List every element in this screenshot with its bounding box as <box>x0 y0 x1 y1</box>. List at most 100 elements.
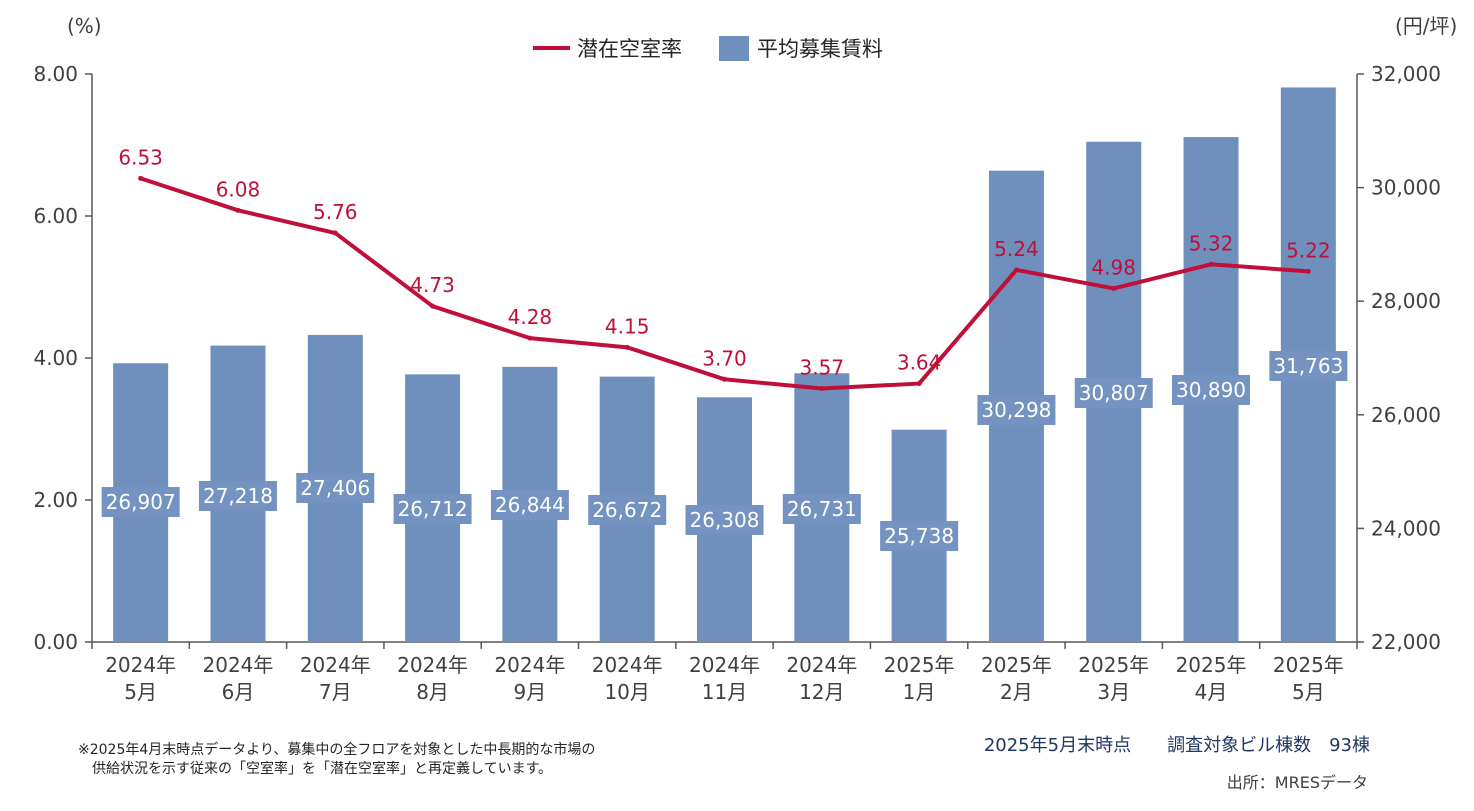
category-label: 2024年 12月 <box>786 653 857 704</box>
vacancy-label: 6.53 <box>118 145 163 169</box>
vacancy-label: 4.73 <box>410 273 455 297</box>
vacancy-label: 6.08 <box>216 177 261 201</box>
rent-label: 26,672 <box>592 498 662 522</box>
rent-label: 26,907 <box>106 490 176 514</box>
category-label-line: 1月 <box>903 680 936 704</box>
vacancy-point <box>1305 268 1311 274</box>
legend-bar-swatch <box>719 36 749 61</box>
vacancy-label: 3.70 <box>702 346 747 370</box>
category-label-line: 12月 <box>799 680 844 704</box>
category-label-line: 4月 <box>1195 680 1228 704</box>
rent-label: 26,731 <box>787 497 857 521</box>
category-label-line: 5月 <box>1292 680 1325 704</box>
left-axis-unit: (%) <box>67 14 102 38</box>
right-axis-unit: (円/坪) <box>1395 14 1457 38</box>
vacancy-label: 5.24 <box>994 237 1039 261</box>
rent-label-box <box>393 494 472 524</box>
category-label: 2025年 4月 <box>1176 653 1247 704</box>
category-label-line: 2024年 <box>592 653 663 677</box>
category-label-line: 2025年 <box>1273 653 1344 677</box>
category-label: 2024年 8月 <box>397 653 468 704</box>
rent-label: 30,298 <box>981 398 1051 422</box>
rent-label-box <box>782 494 861 524</box>
vacancy-point <box>916 381 922 387</box>
category-label-line: 5月 <box>124 680 157 704</box>
axes: 0.00 2.00 4.00 6.00 8.00 22,000 24,000 26,000 28… <box>33 14 1457 654</box>
footnote: ※2025年4月末時点データより、募集中の全フロアを対象とした中長期的な市場の … <box>78 742 596 777</box>
rent-label: 27,218 <box>203 484 273 508</box>
vacancy-label: 5.22 <box>1286 238 1331 262</box>
rent-label: 30,890 <box>1176 378 1246 402</box>
left-tick-label: 2.00 <box>33 488 78 512</box>
category-label-line: 2024年 <box>105 653 176 677</box>
rent-label-box <box>198 481 277 511</box>
category-label-line: 11月 <box>702 680 747 704</box>
rent-label-box <box>880 521 959 551</box>
rent-label: 27,406 <box>300 476 370 500</box>
vacancy-label: 4.15 <box>605 314 650 338</box>
rent-label-box <box>685 505 764 535</box>
category-label-line: 2024年 <box>300 653 371 677</box>
category-label-line: 2024年 <box>203 653 274 677</box>
vacancy-point <box>138 175 144 181</box>
rent-label: 25,738 <box>884 524 954 548</box>
category-label: 2024年 10月 <box>592 653 663 704</box>
legend-line-label: 潜在空室率 <box>577 37 682 61</box>
rent-label-box <box>1269 351 1348 381</box>
category-label-line: 2025年 <box>1078 653 1149 677</box>
category-label: 2025年 3月 <box>1078 653 1149 704</box>
vacancy-point <box>332 230 338 236</box>
category-label-line: 7月 <box>319 680 352 704</box>
bar-labels: 26,907 27,218 27,406 26,712 26,844 26,672 26,3… <box>101 351 1348 551</box>
rent-label: 26,712 <box>398 497 468 521</box>
rent-label: 26,308 <box>690 508 760 532</box>
category-label-line: 2024年 <box>494 653 565 677</box>
vacancy-point <box>430 303 436 309</box>
category-label-line: 6月 <box>222 680 255 704</box>
vacancy-label: 3.57 <box>800 356 845 380</box>
rent-label: 26,844 <box>495 493 565 517</box>
rent-label-box <box>490 490 569 520</box>
category-label-line: 2025年 <box>981 653 1052 677</box>
right-tick-label: 32,000 <box>1371 62 1441 86</box>
category-label-line: 2024年 <box>397 653 468 677</box>
vacancy-label: 5.32 <box>1189 231 1234 255</box>
vacancy-label: 3.64 <box>897 351 942 375</box>
vacancy-point <box>1111 285 1117 291</box>
right-tick-label: 30,000 <box>1371 176 1441 200</box>
vacancy-label: 4.28 <box>508 305 553 329</box>
category-label: 2024年 5月 <box>105 653 176 704</box>
category-label-line: 3月 <box>1097 680 1130 704</box>
rent-label-box <box>588 495 667 525</box>
category-label-line: 2025年 <box>884 653 955 677</box>
vacancy-point <box>819 386 825 392</box>
category-label-line: 10月 <box>604 680 649 704</box>
vacancy-point <box>527 335 533 341</box>
right-tick-label: 24,000 <box>1371 516 1441 540</box>
rent-label-box <box>977 395 1056 425</box>
right-tick-label: 26,000 <box>1371 403 1441 427</box>
left-tick-label: 8.00 <box>33 62 78 86</box>
category-label: 2025年 1月 <box>884 653 955 704</box>
category-label: 2024年 6月 <box>203 653 274 704</box>
category-label: 2024年 11月 <box>689 653 760 704</box>
category-label: 2024年 7月 <box>300 653 371 704</box>
category-label-line: 2024年 <box>786 653 857 677</box>
category-label-line: 2025年 <box>1176 653 1247 677</box>
vacancy-point <box>1013 267 1019 273</box>
vacancy-label: 4.98 <box>1091 255 1136 279</box>
left-tick-label: 6.00 <box>33 204 78 228</box>
rent-label-box <box>101 487 180 517</box>
category-label: 2025年 2月 <box>981 653 1052 704</box>
line-labels: 6.53 6.08 5.76 4.73 4.28 4.15 3.70 3.57 3.64 5.24… <box>118 145 1330 379</box>
category-label-line: 8月 <box>416 680 449 704</box>
category-label-line: 9月 <box>514 680 547 704</box>
vacancy-point <box>722 376 727 382</box>
category-label-line: 2月 <box>1000 680 1033 704</box>
vacancy-point <box>1208 261 1214 267</box>
rent-label-box <box>1074 378 1153 408</box>
source-credit: 出所：MRESデータ <box>1226 773 1368 792</box>
vacancy-point <box>624 344 630 350</box>
left-tick-label: 4.00 <box>33 346 78 370</box>
vacancy-label: 5.76 <box>313 200 358 224</box>
